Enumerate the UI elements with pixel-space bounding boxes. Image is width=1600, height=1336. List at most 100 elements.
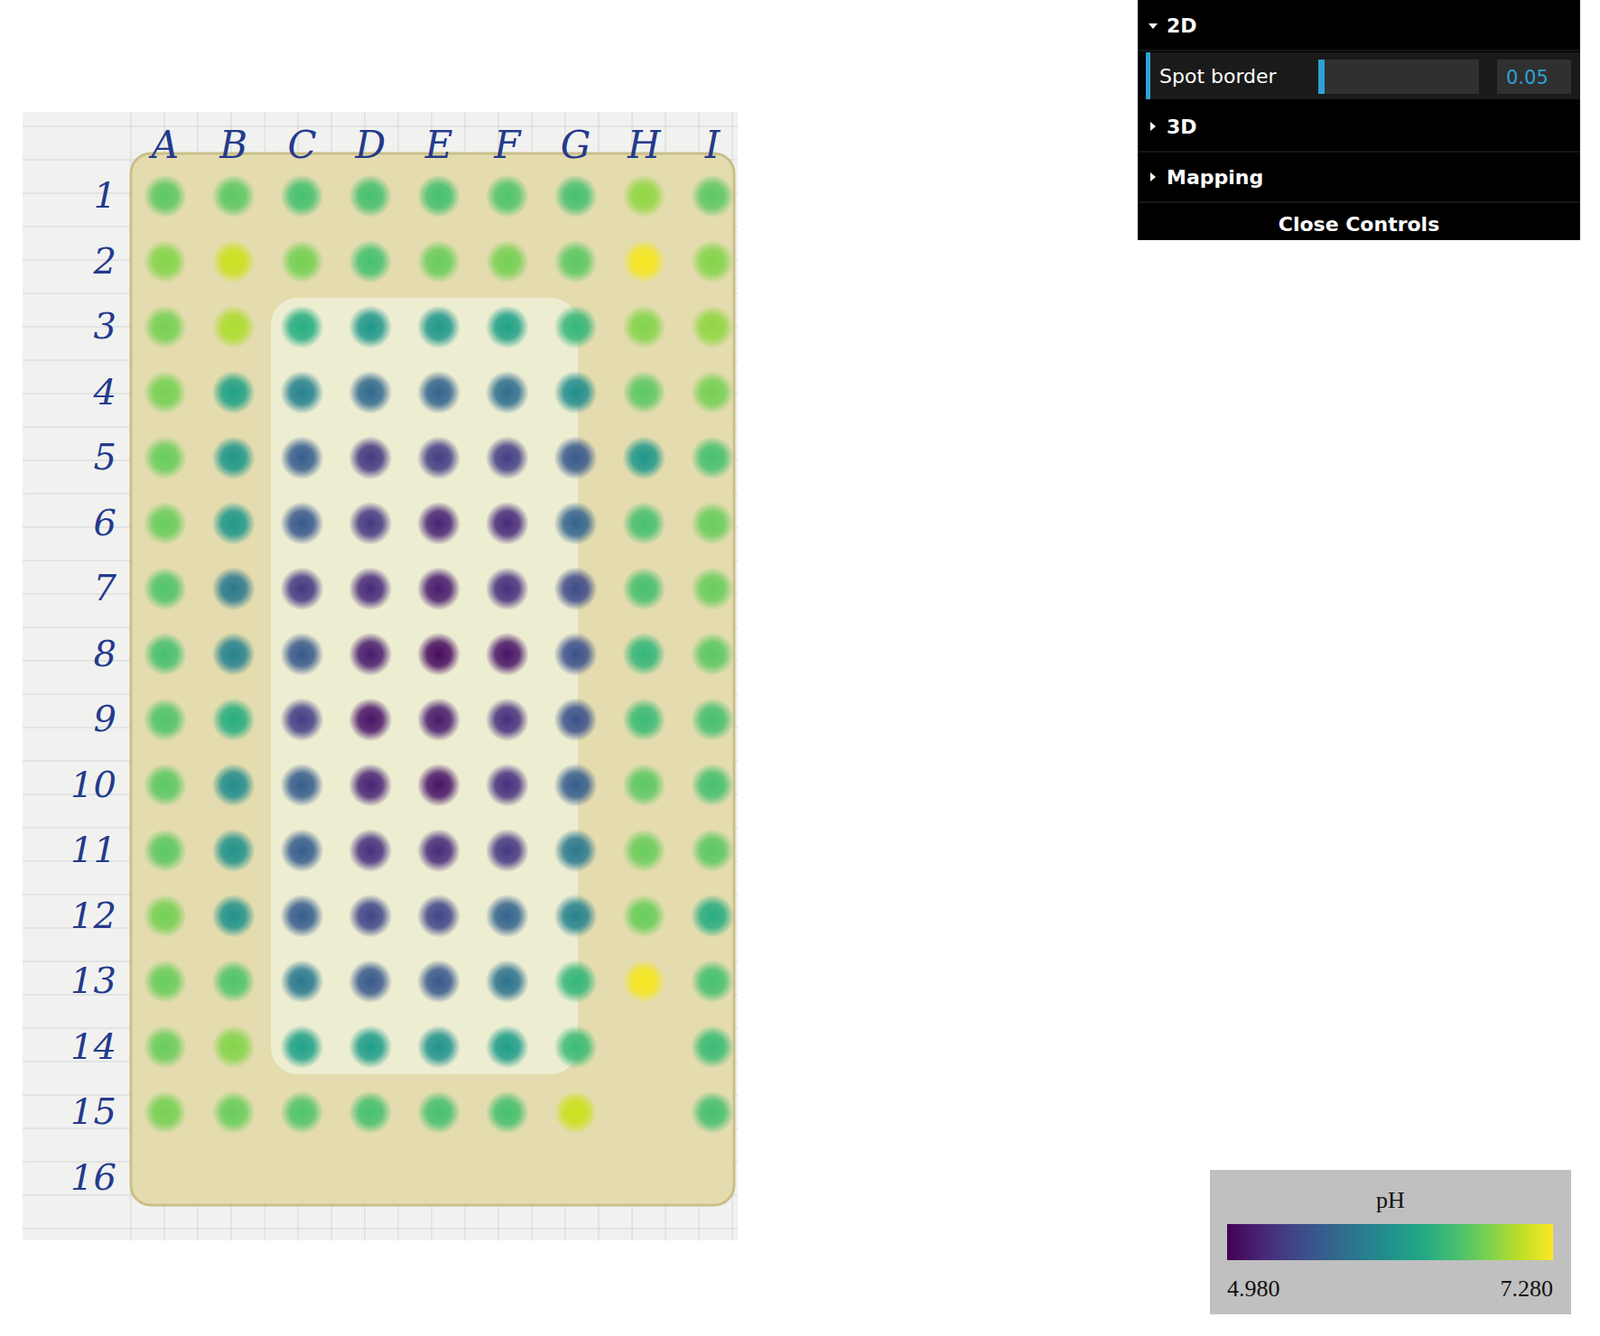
colorbar: pH4.9807.280	[1209, 1170, 1572, 1315]
slider-track[interactable]	[1318, 59, 1480, 94]
slider-accent	[1145, 52, 1151, 100]
spot	[348, 894, 392, 939]
tick: G	[560, 122, 592, 168]
caret	[1148, 23, 1158, 29]
spot	[485, 240, 530, 284]
spot	[143, 305, 187, 349]
tick: 7	[93, 567, 120, 609]
spot	[417, 1090, 461, 1135]
spot	[143, 1025, 187, 1070]
spot	[690, 697, 735, 742]
separator	[1137, 50, 1581, 52]
tick: D	[353, 122, 386, 168]
sample	[130, 153, 735, 1206]
spot	[212, 371, 256, 415]
spot	[485, 436, 530, 480]
spot	[143, 697, 187, 742]
row-label: 14	[70, 1025, 117, 1068]
tick: 4	[93, 371, 120, 413]
spot	[417, 1025, 461, 1070]
spot	[485, 894, 530, 939]
spot	[143, 894, 187, 939]
spot	[622, 305, 666, 349]
close-button[interactable]: Close Controls	[1278, 213, 1441, 236]
slider-input[interactable]	[1497, 59, 1572, 94]
spot	[143, 959, 187, 1004]
column-label: A	[148, 122, 179, 168]
slider-fill	[1318, 59, 1325, 94]
spot	[622, 959, 666, 1004]
spot	[348, 371, 392, 415]
spot	[348, 436, 392, 480]
row-label: 4	[93, 371, 117, 413]
sample-highlight	[270, 297, 578, 1075]
slider-label: Spot border	[1159, 65, 1278, 88]
spot	[279, 1025, 324, 1070]
spot	[554, 174, 598, 218]
row-label: 10	[70, 763, 117, 806]
spot	[279, 697, 324, 742]
spot	[622, 894, 666, 939]
tick: 1	[93, 174, 120, 216]
spot	[348, 502, 392, 546]
section-header[interactable]: 3D	[1166, 115, 1198, 139]
spot	[485, 1025, 530, 1070]
row-label: 8	[93, 632, 117, 675]
spot	[279, 174, 324, 218]
row-label: 3	[93, 305, 117, 347]
spot	[279, 567, 324, 611]
row-label: 7	[93, 567, 118, 609]
tick: 9	[93, 697, 120, 740]
spot	[417, 436, 461, 480]
spot	[485, 567, 530, 611]
colorbar-gradient	[1227, 1224, 1554, 1261]
row-label: 9	[93, 697, 117, 740]
column-label: C	[287, 122, 317, 168]
spot	[690, 959, 735, 1004]
tick: 10	[70, 763, 120, 806]
spot	[485, 1090, 530, 1135]
spot	[417, 371, 461, 415]
colorbar-box	[1209, 1170, 1572, 1315]
tick: 12	[70, 894, 120, 937]
spot	[212, 763, 256, 808]
spot	[554, 240, 598, 284]
spot	[348, 174, 392, 218]
spot	[212, 1090, 256, 1135]
spot	[554, 828, 598, 873]
tick: 2	[93, 240, 120, 282]
slider-value[interactable]: 0.05	[1506, 66, 1549, 89]
spot	[279, 894, 324, 939]
spot	[554, 1090, 598, 1135]
spot	[485, 828, 530, 873]
spot	[554, 567, 598, 611]
spot	[485, 371, 530, 415]
spot	[622, 371, 666, 415]
spot	[348, 632, 392, 677]
spot	[622, 828, 666, 873]
spot	[690, 174, 735, 218]
tick: 13	[70, 959, 120, 1002]
tick: I	[704, 122, 722, 168]
row-label: 15	[70, 1090, 117, 1133]
section-header[interactable]: 2D	[1166, 14, 1198, 38]
spot	[348, 697, 392, 742]
section-header[interactable]: Mapping	[1166, 166, 1264, 189]
tick: 3	[93, 305, 120, 347]
spot	[212, 567, 256, 611]
spot	[554, 305, 598, 349]
spot	[690, 240, 735, 284]
spot	[212, 240, 256, 284]
spot	[622, 436, 666, 480]
tick: 15	[70, 1090, 120, 1133]
caret	[1150, 172, 1156, 182]
colorbar-title: pH	[1376, 1187, 1405, 1214]
slider-row	[1145, 52, 1581, 100]
spot	[279, 502, 324, 546]
spot	[143, 436, 187, 480]
spot	[554, 502, 598, 546]
spot	[622, 502, 666, 546]
separator	[1137, 202, 1581, 204]
row-label: 1	[93, 174, 117, 216]
panel-bg	[1137, 0, 1581, 241]
